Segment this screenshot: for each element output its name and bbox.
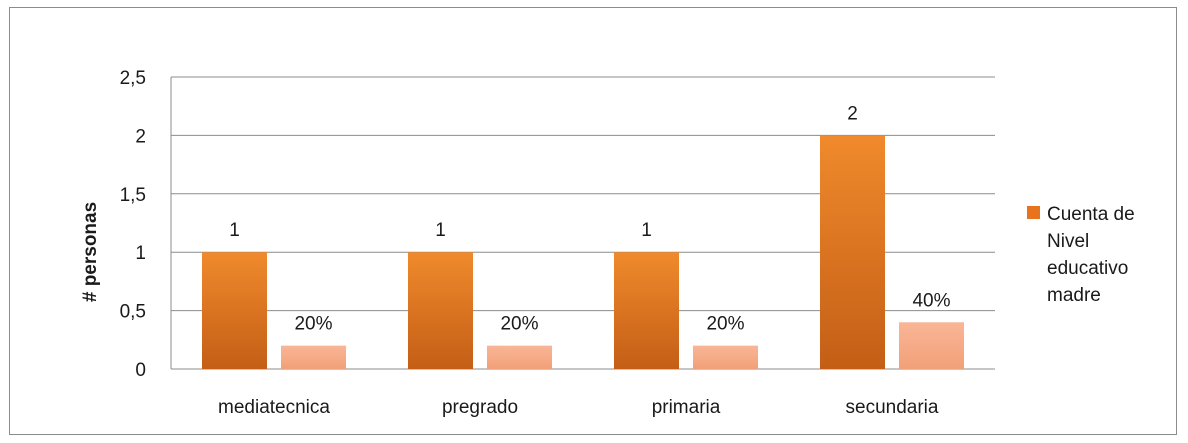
bars: 1 20% 1 20% 1 20% 2 40% — [202, 103, 964, 369]
bar — [693, 345, 758, 369]
bar — [899, 322, 964, 369]
y-tick-label: 2 — [135, 126, 146, 147]
y-tick-label: 0,5 — [120, 302, 146, 323]
bar — [487, 345, 552, 369]
data-label: 2 — [847, 103, 858, 124]
y-axis-ticks: 0 0,5 1 1,5 2 2,5 — [120, 68, 146, 381]
legend-entry-text: Nivel — [1047, 231, 1089, 252]
data-label: 1 — [435, 220, 446, 241]
x-axis-ticks: mediatecnica pregrado primaria secundaria — [218, 397, 939, 418]
x-tick-label: secundaria — [846, 397, 939, 418]
bar — [281, 345, 346, 369]
legend: Cuenta de Nivel educativo madre — [1027, 204, 1135, 306]
data-label: 40% — [912, 290, 950, 311]
legend-entry-text: madre — [1047, 285, 1101, 306]
bar — [408, 252, 473, 369]
x-tick-label: pregrado — [442, 397, 518, 418]
y-tick-label: 1,5 — [120, 185, 146, 206]
data-label: 1 — [229, 220, 240, 241]
legend-swatch — [1027, 206, 1040, 219]
x-tick-label: mediatecnica — [218, 397, 330, 418]
y-tick-label: 2,5 — [120, 68, 146, 89]
bar — [202, 252, 267, 369]
data-label: 1 — [641, 220, 652, 241]
bar — [820, 135, 885, 369]
x-tick-label: primaria — [652, 397, 721, 418]
y-tick-label: 0 — [135, 360, 146, 381]
legend-entry-text: Cuenta de — [1047, 204, 1135, 225]
legend-entry-text: educativo — [1047, 258, 1128, 279]
y-axis-label: # personas — [80, 202, 101, 302]
bar — [614, 252, 679, 369]
data-label: 20% — [294, 314, 332, 335]
y-tick-label: 1 — [135, 243, 146, 264]
data-label: 20% — [706, 314, 744, 335]
data-label: 20% — [500, 314, 538, 335]
